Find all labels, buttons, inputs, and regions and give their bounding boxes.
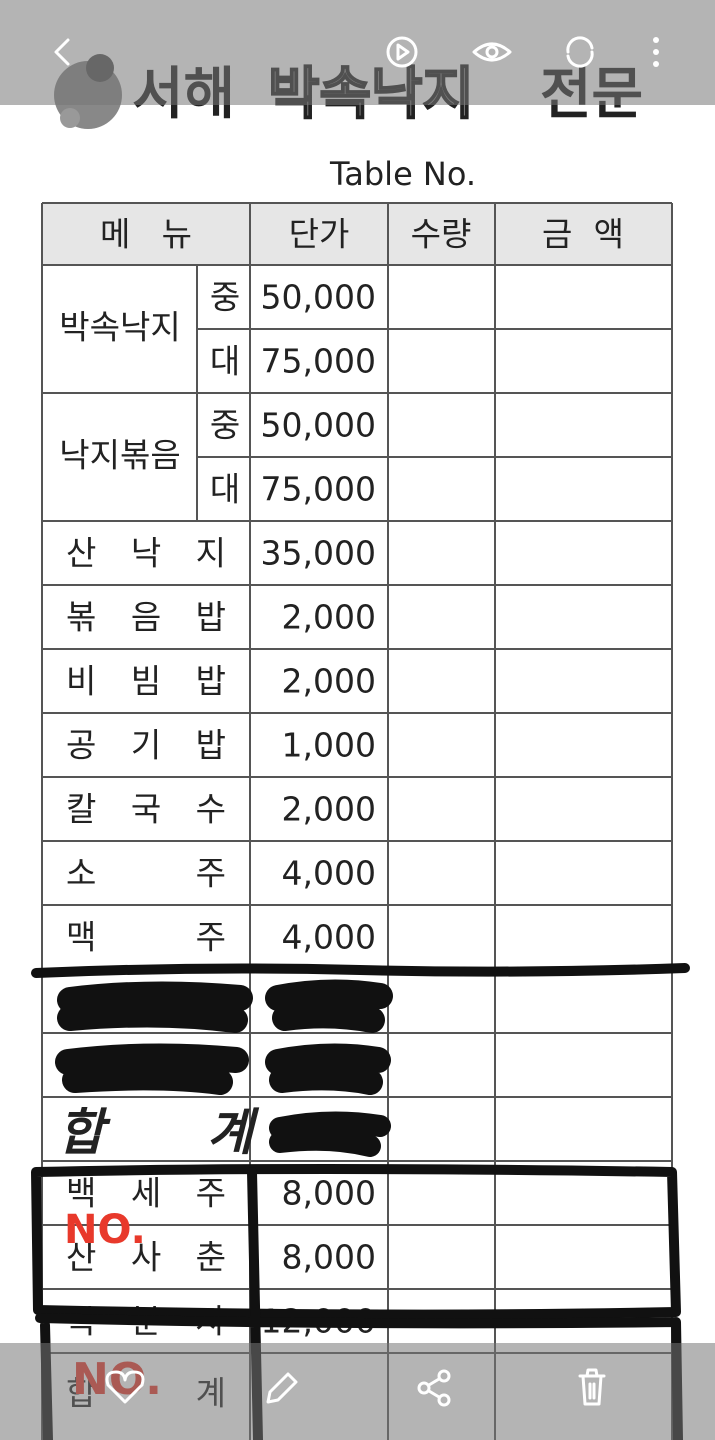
item-price: 4,000: [282, 854, 376, 893]
item-price: 2,000: [282, 598, 376, 637]
view-button[interactable]: [472, 42, 512, 62]
item-name: 볶 음 밥: [66, 598, 226, 637]
size-label: 중: [210, 406, 240, 445]
item-name: 산 낙 지: [66, 534, 226, 573]
item-price: 4,000: [282, 918, 376, 957]
redaction: [269, 1111, 391, 1157]
item-price: 75,000: [261, 470, 376, 509]
column-header: 단가: [289, 215, 350, 254]
group-name: 박속낙지: [59, 308, 180, 347]
strike-line: [31, 963, 690, 978]
item-name: 산 사 춘: [66, 1238, 226, 1277]
rotate-button[interactable]: [566, 36, 594, 68]
bottom-bar: [0, 1343, 715, 1440]
redaction: [265, 1043, 391, 1095]
column-header: 금 액: [542, 215, 624, 254]
table-no: Table No.: [329, 155, 476, 193]
item-name: 칼 국 수: [66, 790, 226, 829]
header-row: [42, 203, 672, 265]
size-label: 대: [210, 342, 240, 381]
item-price: 50,000: [261, 278, 376, 317]
delete-button[interactable]: [578, 1368, 606, 1406]
top-bar: [0, 0, 715, 105]
item-name: 공 기 밥: [66, 726, 226, 765]
box-stroke: [31, 1164, 681, 1320]
item-name: 소 주: [66, 854, 226, 893]
redaction: [57, 981, 253, 1033]
item-price: 35,000: [261, 534, 376, 573]
item-price: 8,000: [282, 1238, 376, 1277]
redaction: [265, 979, 393, 1033]
item-price: 2,000: [282, 662, 376, 701]
item-name: 맥 주: [66, 918, 226, 957]
motion-photo-button[interactable]: [386, 36, 418, 68]
item-price: 50,000: [261, 406, 376, 445]
item-name: 비 빔 밥: [66, 662, 226, 701]
column-header: 메 뉴: [100, 215, 192, 254]
item-name: 백 세 주: [66, 1174, 226, 1213]
column-header: 수량: [411, 215, 472, 254]
more-button[interactable]: [653, 37, 659, 67]
favorite-button[interactable]: [105, 1370, 145, 1404]
handwriting: 합 계 NO. NO.: [31, 963, 690, 1440]
back-button[interactable]: [54, 38, 70, 66]
group-name: 낙지볶음: [59, 436, 180, 475]
item-price: 2,000: [282, 790, 376, 829]
size-label: 대: [210, 470, 240, 509]
handwritten-total: 합 계: [58, 1104, 260, 1162]
edit-button[interactable]: [266, 1372, 298, 1404]
redaction: [55, 1043, 249, 1095]
handwritten-no: NO.: [64, 1207, 146, 1253]
item-price: 1,000: [282, 726, 376, 765]
item-price: 8,000: [282, 1174, 376, 1213]
item-price: 75,000: [261, 342, 376, 381]
share-button[interactable]: [417, 1369, 451, 1407]
size-label: 중: [210, 278, 240, 317]
